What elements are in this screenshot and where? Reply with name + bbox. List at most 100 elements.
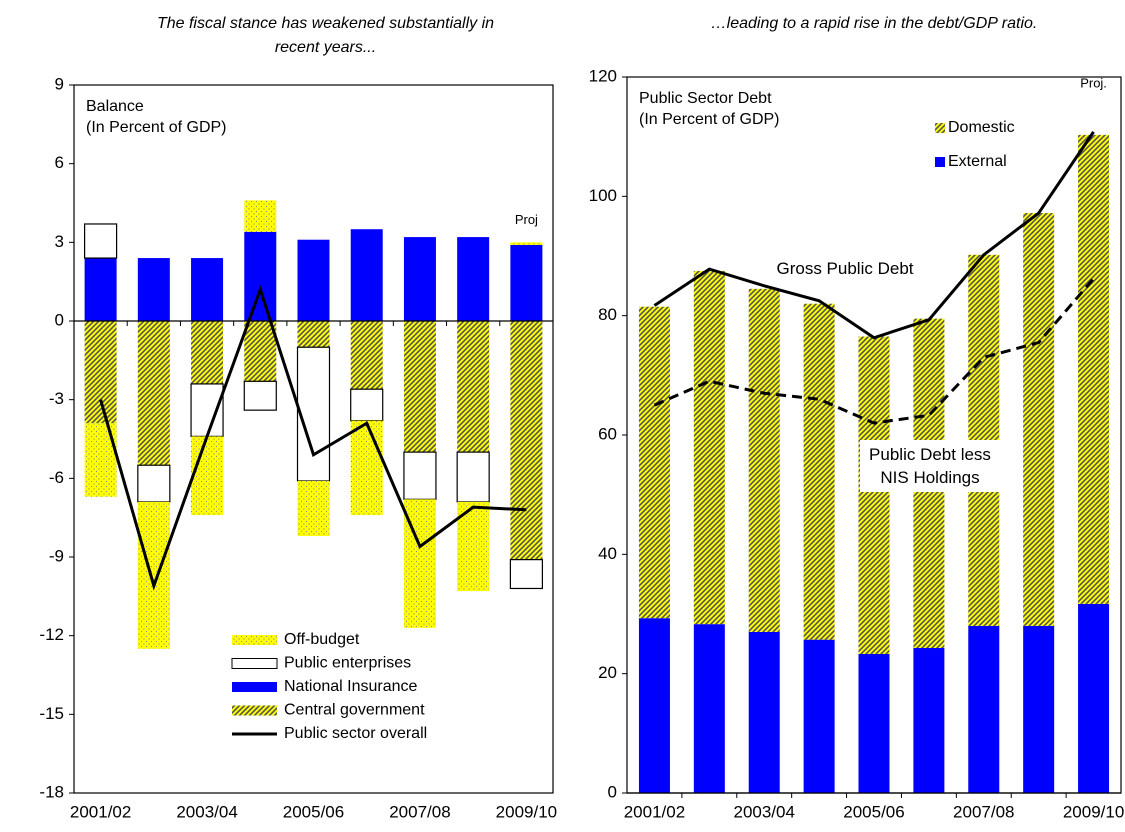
bar (244, 321, 277, 382)
legend-swatch (231, 658, 278, 669)
bar (638, 618, 670, 793)
y-tick-label: 100 (589, 186, 617, 205)
y-tick-label: 3 (55, 232, 64, 251)
bar (968, 625, 1000, 793)
bar (297, 480, 330, 537)
y-tick-label: -12 (39, 625, 64, 644)
bar (693, 624, 725, 793)
x-tick-label: 2003/04 (733, 802, 794, 821)
bar (137, 258, 170, 321)
legend-swatch (232, 682, 277, 692)
bar (693, 270, 725, 625)
legend-label: External (948, 153, 1007, 170)
bar (509, 559, 543, 590)
plot-frame (73, 84, 554, 794)
bar (84, 321, 117, 424)
legend-label: Public sector overall (284, 725, 427, 742)
bar (457, 321, 490, 453)
y-tick-label: 0 (55, 310, 64, 329)
legend-swatch (232, 635, 277, 645)
y-tick-label: -15 (39, 704, 64, 723)
legend-swatch (935, 123, 945, 133)
line-label: Gross Public Debt (776, 258, 914, 278)
x-tick-label: 2007/08 (953, 802, 1014, 821)
x-tick-label: 2007/08 (389, 802, 450, 821)
y-tick-label: -18 (39, 782, 64, 801)
y-tick-label: -6 (49, 468, 64, 487)
bar (456, 451, 490, 503)
legend-label: Public enterprises (284, 655, 411, 672)
bar (1023, 213, 1055, 626)
y-tick-label: 20 (598, 663, 617, 682)
x-tick-label: 2009/10 (1063, 802, 1124, 821)
x-tick-label: 2001/02 (624, 802, 685, 821)
bar (244, 200, 277, 232)
line (99, 284, 527, 591)
bar (84, 258, 117, 321)
legend-label: Central government (284, 702, 425, 719)
x-tick-label: 2005/06 (283, 802, 344, 821)
legend-swatch (935, 157, 945, 167)
bar (350, 420, 383, 516)
chart-title: …leading to a rapid rise in the debt/GDP… (711, 15, 1038, 32)
legend-label: Off-budget (284, 631, 360, 648)
y-tick-label: 6 (55, 153, 64, 172)
annotation: Proj. (1080, 75, 1107, 90)
bar (858, 336, 890, 654)
y-tick-label: 120 (589, 66, 617, 85)
bar (510, 242, 543, 245)
bar (297, 321, 330, 348)
line (653, 277, 1095, 425)
bar (457, 237, 490, 321)
x-tick-label: 2003/04 (176, 802, 237, 821)
bar (297, 239, 330, 321)
bar (243, 380, 277, 411)
panel-label: (In Percent of GDP) (639, 111, 780, 128)
chart-title: The fiscal stance has weakened substanti… (157, 15, 494, 32)
legend-label: National Insurance (284, 678, 418, 695)
bar (1078, 134, 1110, 604)
panel-label: Public Sector Debt (639, 90, 772, 107)
y-tick-label: -3 (49, 389, 64, 408)
y-tick-label: -9 (49, 546, 64, 565)
bar (638, 306, 670, 619)
bar (137, 501, 170, 649)
bar (913, 648, 945, 793)
bar (84, 223, 118, 259)
bar (191, 436, 224, 516)
panel-label: (In Percent of GDP) (86, 119, 227, 136)
bar (244, 231, 277, 321)
bar (510, 244, 543, 321)
legend-label: Domestic (948, 119, 1015, 136)
line (653, 131, 1095, 340)
y-tick-label: 80 (598, 305, 617, 324)
line-label: Public Debt less NIS Holdings (860, 440, 1000, 492)
bar (510, 321, 543, 560)
chart-title: recent years... (275, 39, 376, 56)
bar (403, 237, 436, 321)
bar (403, 321, 436, 453)
bar (190, 383, 224, 437)
x-tick-label: 2001/02 (70, 802, 131, 821)
y-tick-label: 60 (598, 424, 617, 443)
x-tick-label: 2009/10 (496, 802, 557, 821)
bar (1078, 603, 1110, 793)
bar (137, 464, 171, 503)
bar (748, 288, 780, 632)
bar (191, 321, 224, 384)
y-tick-label: 40 (598, 544, 617, 563)
panel-label: Balance (86, 98, 144, 115)
bar (803, 303, 835, 640)
bar (403, 451, 437, 500)
x-tick-label: 2005/06 (843, 802, 904, 821)
y-tick-label: 9 (55, 74, 64, 93)
bar (350, 388, 384, 422)
bar (803, 639, 835, 793)
bar (137, 321, 170, 466)
legend-swatch (232, 705, 277, 716)
annotation: Proj (515, 212, 538, 227)
bar (296, 346, 331, 482)
bar (1023, 625, 1055, 793)
